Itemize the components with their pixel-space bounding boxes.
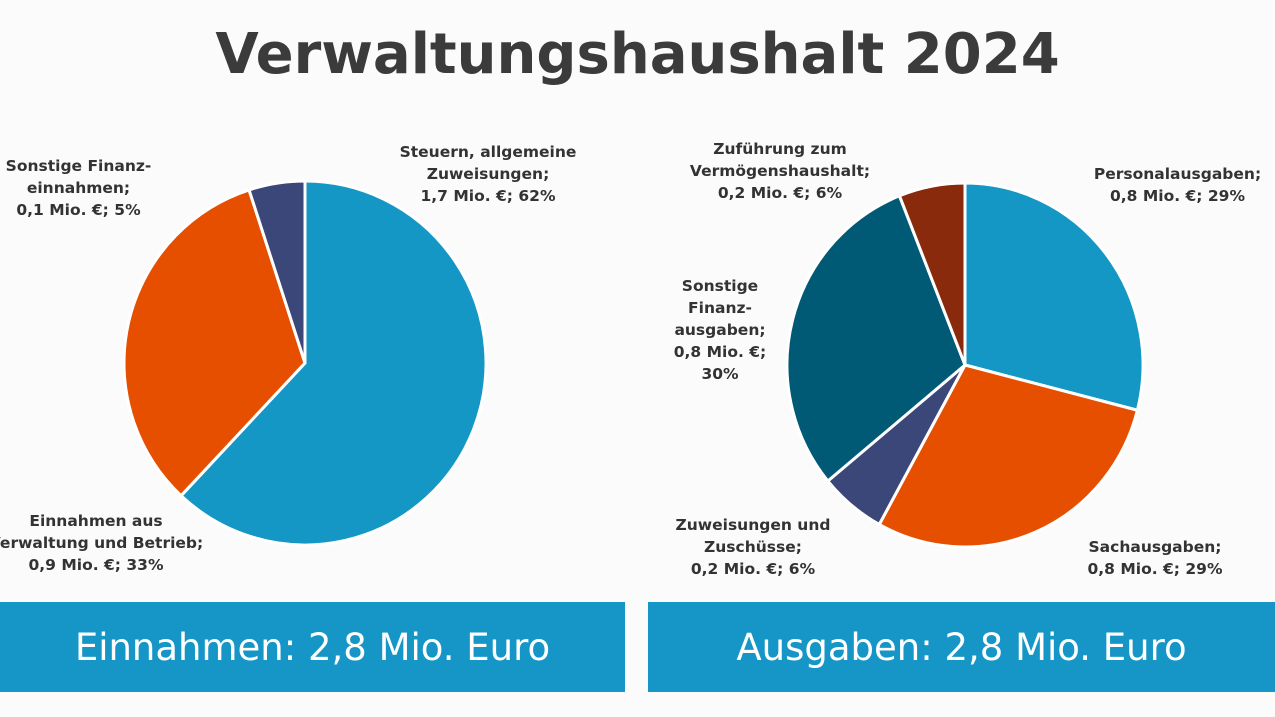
label-line: Einnahmen aus xyxy=(29,512,163,530)
label-line: 0,2 Mio. €; 6% xyxy=(717,184,843,202)
label-personalausgaben: Personalausgaben; 0,8 Mio. €; 29% xyxy=(1080,163,1275,207)
label-line: Sachausgaben; xyxy=(1088,538,1222,556)
label-line: Sonstige xyxy=(681,277,759,295)
einnahmen-pie xyxy=(122,179,488,547)
ausgaben-pie xyxy=(785,181,1145,549)
label-line: 0,9 Mio. €; 33% xyxy=(28,556,164,574)
label-zufuehrung-vermoegenshaushalt: Zuführung zum Vermögenshaushalt; 0,2 Mio… xyxy=(675,138,885,204)
pie-slice-sonstige-finanzeinnahmen xyxy=(247,179,307,365)
ausgaben-total-banner: Ausgaben: 2,8 Mio. Euro xyxy=(648,602,1275,692)
chart-title: Verwaltungshaushalt 2024 xyxy=(215,22,1060,87)
label-einnahmen-verwaltung: Einnahmen aus Verwaltung und Betrieb; 0,… xyxy=(0,510,206,576)
label-line: Steuern, allgemeine xyxy=(399,143,577,161)
label-line: Zuweisungen; xyxy=(426,165,550,183)
label-line: Zuweisungen und xyxy=(675,516,831,534)
label-line: Zuführung zum xyxy=(713,140,847,158)
label-sachausgaben: Sachausgaben; 0,8 Mio. €; 29% xyxy=(1075,536,1235,580)
label-line: Verwaltung und Betrieb; xyxy=(0,534,204,552)
label-line: Vermögenshaushalt; xyxy=(689,162,871,180)
label-line: 0,2 Mio. €; 6% xyxy=(690,560,816,578)
label-line: Finanz- xyxy=(688,299,752,317)
pie-slice-personalausgaben xyxy=(963,181,1145,412)
pie-slice-zuf-hrung-zum-verm-genshaushalt xyxy=(897,181,967,367)
label-line: Personalausgaben; xyxy=(1093,165,1262,183)
label-line: 0,1 Mio. €; 5% xyxy=(16,201,141,219)
label-sonstige-finanzeinnahmen: Sonstige Finanz- einnahmen; 0,1 Mio. €; … xyxy=(0,155,161,221)
label-line: 30% xyxy=(701,365,739,383)
label-line: 0,8 Mio. €; 29% xyxy=(1109,187,1245,205)
pie-slice-sonstige-finanzausgaben xyxy=(785,194,967,483)
label-zuweisungen-zuschuesse: Zuweisungen und Zuschüsse; 0,2 Mio. €; 6… xyxy=(663,514,843,580)
pie-slice-einnahmen-aus-verwaltung-und-betrieb xyxy=(122,188,307,498)
label-line: 1,7 Mio. €; 62% xyxy=(420,187,556,205)
pie-slice-sachausgaben xyxy=(877,363,1139,549)
label-line: einnahmen; xyxy=(26,179,131,197)
label-line: ausgaben; xyxy=(674,321,766,339)
pie-slice-steuern-allgemeine-zuweisungen xyxy=(179,179,488,547)
label-line: 0,8 Mio. €; xyxy=(673,343,767,361)
label-line: Zuschüsse; xyxy=(704,538,802,556)
label-steuern: Steuern, allgemeine Zuweisungen; 1,7 Mio… xyxy=(388,141,588,207)
label-sonstige-finanzausgaben: Sonstige Finanz- ausgaben; 0,8 Mio. €; 3… xyxy=(655,275,785,385)
label-line: Sonstige Finanz- xyxy=(5,157,152,175)
einnahmen-total-banner: Einnahmen: 2,8 Mio. Euro xyxy=(0,602,625,692)
label-line: 0,8 Mio. €; 29% xyxy=(1087,560,1223,578)
